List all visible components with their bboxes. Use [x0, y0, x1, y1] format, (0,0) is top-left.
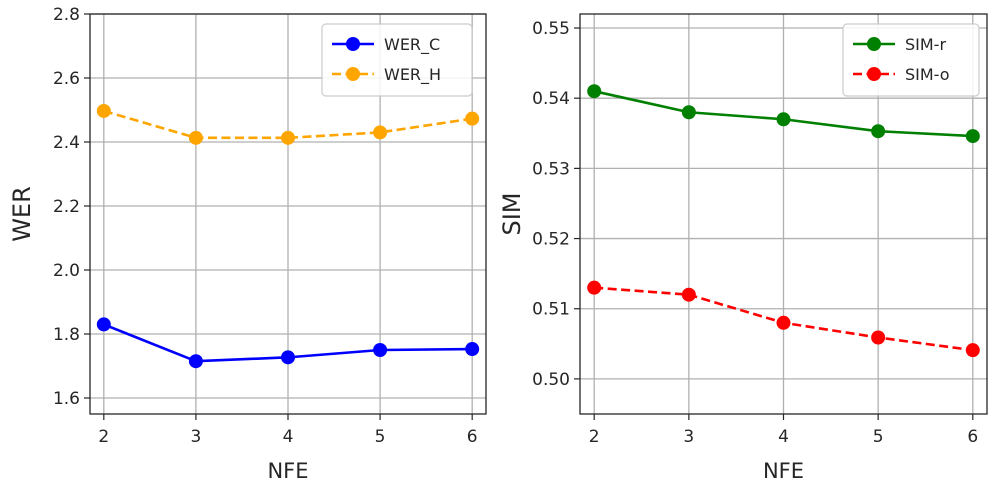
- x-tick-label: 2: [98, 427, 109, 447]
- y-tick-label: 2.0: [53, 261, 80, 281]
- legend-label: WER_H: [384, 65, 441, 85]
- y-tick-label: 0.51: [532, 300, 570, 320]
- y-tick-label: 1.8: [53, 325, 80, 345]
- x-tick-label: 3: [190, 427, 201, 447]
- plot-frame: [579, 13, 988, 415]
- data-point: [373, 343, 388, 357]
- x-tick-label: 3: [683, 427, 694, 447]
- data-point: [776, 112, 791, 127]
- y-axis-label: WER: [8, 186, 36, 242]
- legend-marker: [346, 67, 360, 81]
- data-point: [281, 130, 295, 145]
- x-axis-label: NFE: [267, 459, 308, 483]
- legend-marker: [346, 37, 360, 51]
- x-tick-label: 5: [375, 427, 386, 447]
- wer-panel: 2 3 4 5 6 1.6 1.8 2.0 2.2 2.4 2.6 2.8 NFE WER WER_C WER…: [8, 5, 487, 483]
- data-point: [96, 317, 111, 332]
- x-axis-label: NFE: [763, 459, 804, 483]
- y-tick-label: 0.53: [532, 159, 570, 179]
- data-point: [188, 130, 203, 145]
- legend-label: WER_C: [384, 35, 440, 55]
- plot-frame: [89, 13, 487, 415]
- y-tick-label: 0.52: [532, 230, 570, 250]
- x-tick-label: 4: [778, 427, 789, 447]
- legend-marker: [867, 67, 881, 81]
- data-point: [373, 125, 388, 140]
- data-point: [281, 350, 295, 365]
- data-point: [681, 105, 696, 120]
- y-tick-label: 1.6: [53, 389, 80, 409]
- data-point: [188, 354, 203, 369]
- data-point: [587, 280, 602, 295]
- y-tick-label: 2.2: [53, 197, 80, 217]
- data-point: [965, 129, 980, 144]
- data-point: [465, 111, 480, 126]
- x-tick-label: 5: [873, 427, 884, 447]
- x-tick-label: 6: [967, 427, 978, 447]
- data-point: [465, 342, 480, 357]
- y-tick-label: 0.54: [532, 89, 570, 109]
- y-axis-label: SIM: [498, 192, 526, 235]
- data-point: [776, 315, 791, 330]
- data-point: [871, 330, 886, 345]
- data-point: [965, 343, 980, 358]
- legend-label: SIM-o: [905, 65, 950, 84]
- legend-marker: [867, 37, 881, 51]
- data-point: [871, 124, 886, 139]
- data-point: [587, 84, 602, 99]
- x-tick-label: 6: [467, 427, 478, 447]
- y-tick-label: 2.8: [53, 5, 80, 25]
- y-tick-label: 2.6: [53, 69, 80, 89]
- series-line-wer-h: [103, 109, 473, 140]
- y-tick-label: 2.4: [53, 133, 80, 153]
- legend-label: SIM-r: [905, 35, 946, 54]
- y-tick-label: 0.50: [532, 370, 570, 390]
- data-point: [96, 103, 111, 118]
- sim-panel: 2 3 4 5 6 0.50 0.51 0.52 0.53 0.54 0.55 NFE SIM SIM-r…: [498, 13, 988, 483]
- x-tick-label: 4: [283, 427, 294, 447]
- y-tick-label: 0.55: [532, 19, 570, 39]
- data-point: [681, 287, 696, 302]
- x-tick-label: 2: [589, 427, 600, 447]
